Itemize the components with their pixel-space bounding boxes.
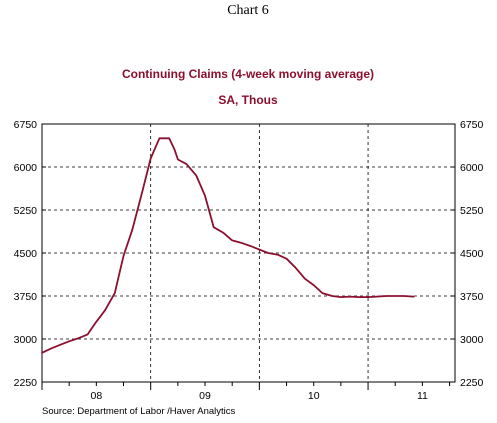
x-tick-label: 09 bbox=[199, 390, 211, 402]
y-tick-label-left: 3750 bbox=[14, 291, 38, 303]
y-tick-label-right: 6750 bbox=[460, 119, 484, 131]
y-tick-label-right: 5250 bbox=[460, 205, 484, 217]
series-line bbox=[41, 137, 415, 354]
y-axis-ticks: 2250 2250 3000 3000 3750 3750 4500 4500 5250 5250… bbox=[14, 119, 484, 389]
series-group bbox=[41, 137, 415, 354]
y-tick-label-right: 6000 bbox=[460, 162, 484, 174]
y-tick-label-right: 3000 bbox=[460, 334, 484, 346]
source-note: Source: Department of Labor /Haver Analy… bbox=[42, 406, 236, 417]
y-tick-label-left: 6000 bbox=[14, 162, 38, 174]
x-tick-label: 08 bbox=[90, 390, 102, 402]
chart-subtitle: SA, Thous bbox=[218, 93, 278, 107]
y-tick-label-left: 4500 bbox=[14, 248, 38, 260]
y-tick-label-right: 4500 bbox=[460, 248, 484, 260]
y-tick-label-right: 2250 bbox=[460, 377, 484, 389]
chart-number-label: Chart 6 bbox=[227, 3, 269, 18]
chart-title: Continuing Claims (4-week moving average… bbox=[122, 67, 374, 81]
x-tick-label: 11 bbox=[417, 390, 428, 402]
y-tick-label-left: 5250 bbox=[14, 205, 38, 217]
x-axis-ticks: 08 09 10 11 bbox=[41, 382, 451, 402]
y-tick-label-left: 3000 bbox=[14, 334, 38, 346]
y-tick-label-left: 6750 bbox=[14, 119, 38, 131]
y-tick-label-left: 2250 bbox=[14, 377, 38, 389]
gridlines bbox=[42, 124, 455, 382]
x-tick-label: 10 bbox=[308, 390, 320, 402]
y-tick-label-right: 3750 bbox=[460, 291, 484, 303]
